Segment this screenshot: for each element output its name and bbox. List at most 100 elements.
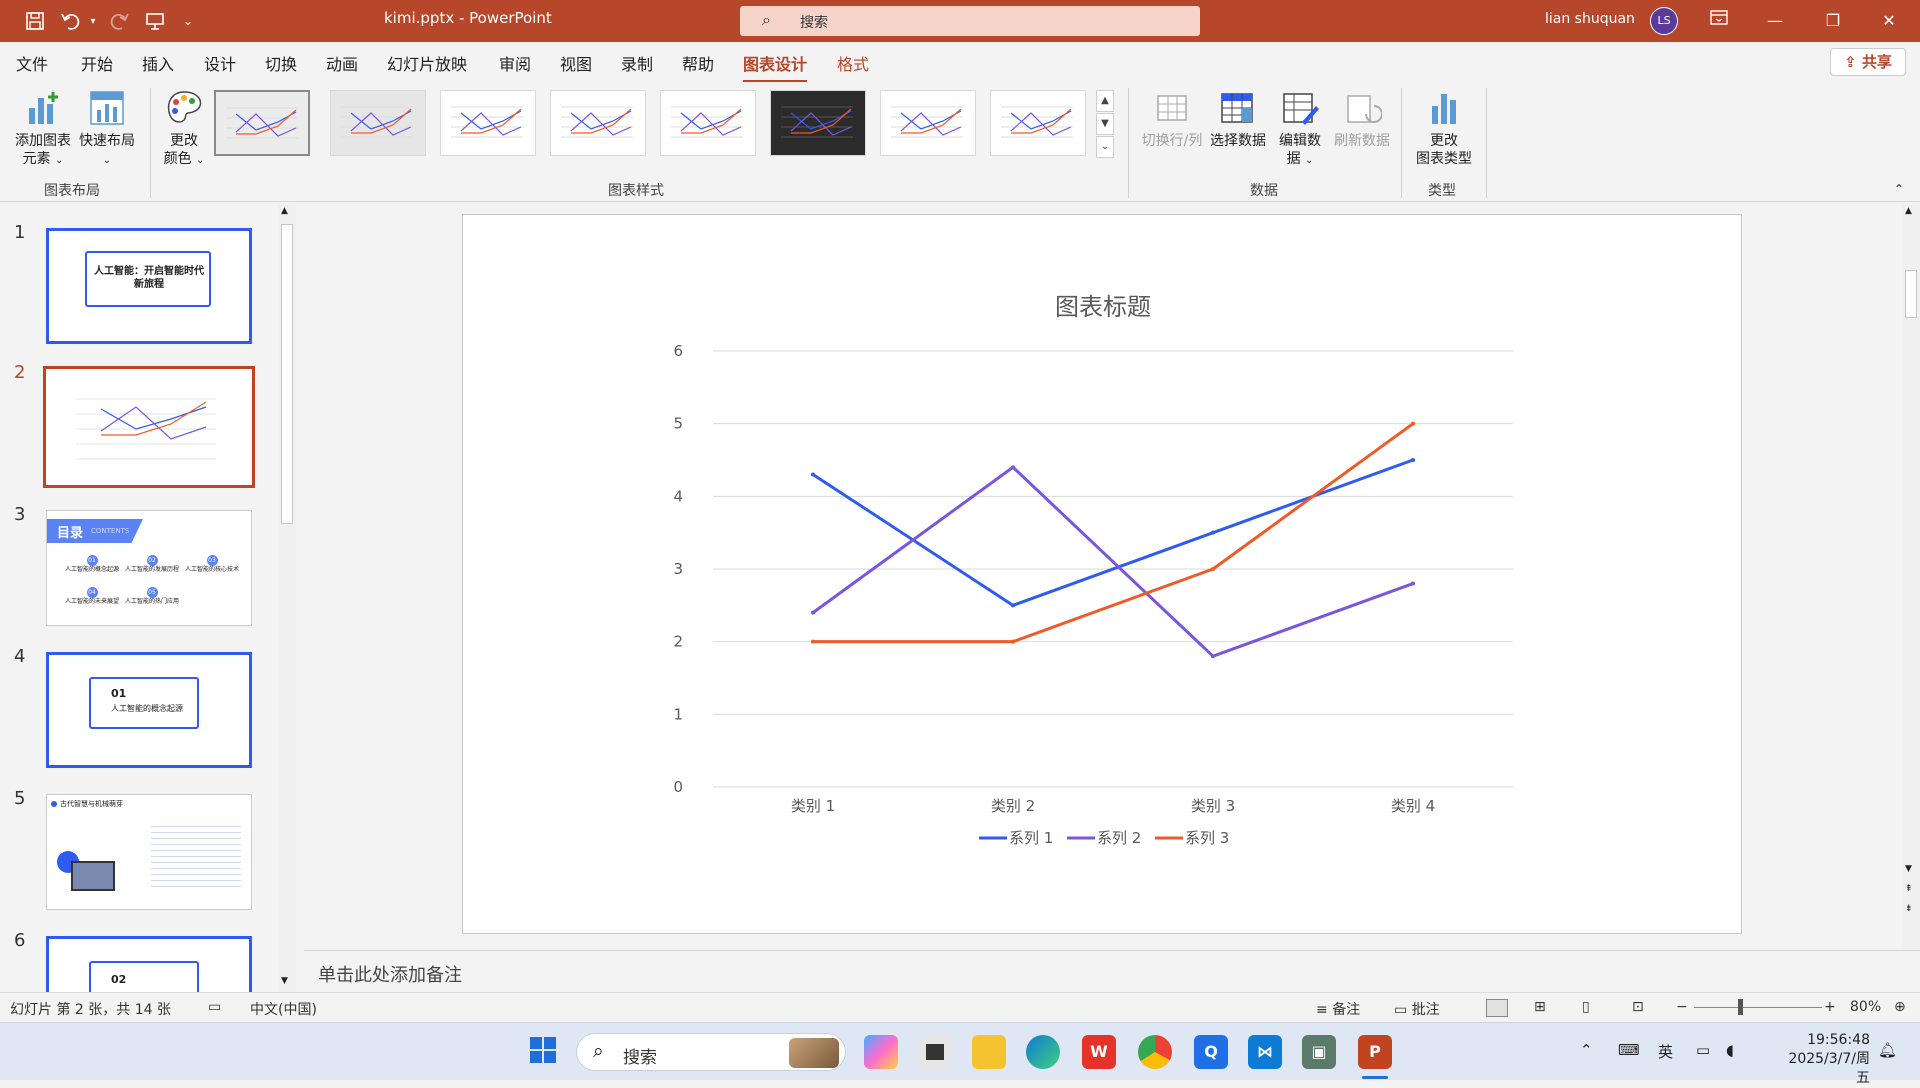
slide-sorter-icon[interactable]: ⊞ (1534, 999, 1546, 1015)
tab-design[interactable]: 设计 (204, 55, 237, 74)
reading-view-icon[interactable]: ▯ (1582, 999, 1590, 1015)
series-2-point[interactable] (811, 610, 815, 615)
zoom-out-icon[interactable]: − (1676, 999, 1688, 1015)
chart-style-option[interactable] (660, 90, 756, 156)
ime-indicator[interactable]: 英 (1658, 1043, 1674, 1061)
series-3-point[interactable] (1411, 421, 1415, 426)
close-icon[interactable]: ✕ (1882, 11, 1896, 30)
slide-pane-scrollbar[interactable]: ▲ ▼ (278, 204, 296, 992)
notes-toggle-button[interactable]: ≡ 备注 (1316, 999, 1360, 1019)
user-name[interactable]: lian shuquan (1545, 11, 1635, 27)
series-1-point[interactable] (1411, 458, 1415, 462)
switch-row-column-button[interactable]: 切换行/列 (1138, 88, 1206, 150)
slide-scrollbar[interactable]: ▲ ▼ ⇞ ⇟ (1902, 204, 1920, 956)
series-line-1[interactable] (812, 458, 1414, 607)
volume-icon[interactable]: ◖ (1726, 1041, 1734, 1059)
chart-style-option[interactable] (770, 90, 866, 156)
chart-style-option[interactable] (330, 90, 426, 156)
gallery-scroll-up-icon[interactable]: ▲ (1096, 90, 1114, 112)
chart-style-option[interactable] (880, 90, 976, 156)
ribbon-display-icon[interactable] (1696, 0, 1742, 42)
scroll-down-icon[interactable]: ▼ (1905, 864, 1912, 874)
series-line-2[interactable] (812, 465, 1414, 658)
tab-insert[interactable]: 插入 (142, 55, 175, 74)
undo-icon[interactable] (56, 9, 86, 33)
gallery-scroll-down-icon[interactable]: ▼ (1096, 113, 1114, 135)
series-3-point[interactable] (811, 639, 815, 644)
series-1-point[interactable] (1211, 530, 1215, 535)
series-2-point[interactable] (1411, 581, 1415, 586)
share-button[interactable]: ⇪ 共享 (1830, 48, 1906, 76)
change-colors-button[interactable]: 更改 颜色 ⌄ (156, 88, 212, 170)
tab-transitions[interactable]: 切换 (265, 55, 298, 74)
chart-style-option[interactable] (440, 90, 536, 156)
tab-view[interactable]: 视图 (560, 55, 593, 74)
search-input[interactable]: ⌕ 搜索 (740, 6, 1200, 36)
fit-to-window-icon[interactable]: ⊕ (1894, 999, 1906, 1015)
slide-thumbnail-5[interactable]: 古代智慧与机械萌芽 (46, 794, 252, 910)
language-indicator[interactable]: 中文(中国) (250, 1002, 317, 1018)
series-2-point[interactable] (1011, 465, 1015, 470)
series-3-point[interactable] (1011, 639, 1015, 644)
scrollbar-thumb[interactable] (281, 224, 293, 524)
line-chart[interactable]: 图表标题 0 1 2 3 4 5 6 类别 1 类别 2 类别 3 类别 4 系列 1 系列 2 系列… (463, 215, 1743, 935)
slideshow-view-icon[interactable]: ⊡ (1632, 999, 1644, 1015)
copilot-icon[interactable] (864, 1035, 898, 1069)
scroll-up-icon[interactable]: ▲ (1905, 206, 1912, 216)
network-icon[interactable]: ▭ (1696, 1041, 1711, 1059)
redo-icon[interactable] (104, 9, 134, 33)
tab-file[interactable]: 文件 (16, 55, 49, 74)
customize-toolbar-icon[interactable]: ⌄ (182, 14, 194, 28)
legend-label[interactable]: 系列 2 (1097, 829, 1141, 847)
scroll-down-icon[interactable]: ▼ (281, 976, 288, 986)
slide-canvas[interactable]: 图表标题 0 1 2 3 4 5 6 类别 1 类别 2 类别 3 类别 4 系列 1 系列 2 系列… (462, 214, 1742, 934)
vscode-icon[interactable]: ⋈ (1248, 1035, 1282, 1069)
powerpoint-icon[interactable]: P (1358, 1035, 1392, 1069)
scrollbar-thumb[interactable] (1905, 270, 1917, 318)
save-icon[interactable] (20, 9, 50, 33)
zoom-slider-handle[interactable] (1738, 999, 1743, 1015)
series-1-point[interactable] (1011, 603, 1015, 608)
app-window-icon[interactable]: ▣ (1302, 1035, 1336, 1069)
tab-review[interactable]: 审阅 (499, 55, 532, 74)
normal-view-icon[interactable] (1486, 999, 1508, 1017)
slide-thumbnail-4[interactable]: 01 人工智能的概念起源 (46, 652, 252, 768)
comments-toggle-button[interactable]: ▭ 批注 (1394, 999, 1440, 1019)
present-from-start-icon[interactable] (140, 9, 170, 33)
next-slide-icon[interactable]: ⇟ (1905, 904, 1913, 914)
task-view-icon[interactable] (918, 1035, 952, 1069)
series-2-point[interactable] (1211, 654, 1215, 659)
series-line-3[interactable] (813, 422, 1414, 644)
scroll-up-icon[interactable]: ▲ (281, 206, 288, 216)
notification-bell-icon[interactable]: 🔔︎ (1878, 1041, 1898, 1059)
slide-thumbnail-2[interactable] (43, 366, 255, 488)
zoom-level[interactable]: 80% (1850, 999, 1882, 1015)
quick-layout-button[interactable]: 快速布局 ⌄ (76, 88, 138, 170)
slide-thumbnail-3[interactable]: 目录 CONTENTS 01 人工智能的概念起源 02 人工智能的发展历程 03 人工… (46, 510, 252, 626)
series-1-point[interactable] (811, 472, 815, 477)
restore-icon[interactable]: ❐ (1825, 11, 1841, 30)
chart-title[interactable]: 图表标题 (1055, 293, 1151, 321)
select-data-button[interactable]: 选择数据 (1206, 88, 1270, 150)
refresh-data-button[interactable]: 刷新数据 (1330, 88, 1394, 150)
add-chart-element-button[interactable]: 添加图表 元素 ⌄ (8, 88, 78, 170)
slide-thumbnail-1[interactable]: 人工智能：开启智能时代 新旅程 (46, 228, 252, 344)
chart-style-option[interactable] (550, 90, 646, 156)
series-3-point[interactable] (1211, 567, 1215, 571)
notes-pane[interactable]: 单击此处添加备注 (304, 950, 1920, 992)
clock[interactable]: 19:56:48 2025/3/7/周五 (1780, 1031, 1870, 1088)
collapse-ribbon-icon[interactable]: ⌃ (1894, 182, 1905, 196)
edge-icon[interactable] (1026, 1035, 1060, 1069)
tab-chart-design[interactable]: 图表设计 (743, 51, 808, 83)
taskbar-search[interactable]: ⌕ 搜索 (576, 1033, 846, 1071)
notes-placeholder[interactable]: 单击此处添加备注 (318, 965, 462, 986)
tab-help[interactable]: 帮助 (682, 55, 715, 74)
keyboard-icon[interactable]: ⌨ (1618, 1041, 1640, 1059)
zoom-slider[interactable] (1694, 1007, 1822, 1008)
legend-label[interactable]: 系列 3 (1185, 829, 1229, 847)
zoom-in-icon[interactable]: + (1824, 999, 1836, 1015)
legend-label[interactable]: 系列 1 (1009, 829, 1053, 847)
start-icon[interactable] (526, 1035, 560, 1069)
previous-slide-icon[interactable]: ⇞ (1905, 884, 1913, 894)
slide-thumbnail-6[interactable]: 02 (46, 936, 252, 996)
